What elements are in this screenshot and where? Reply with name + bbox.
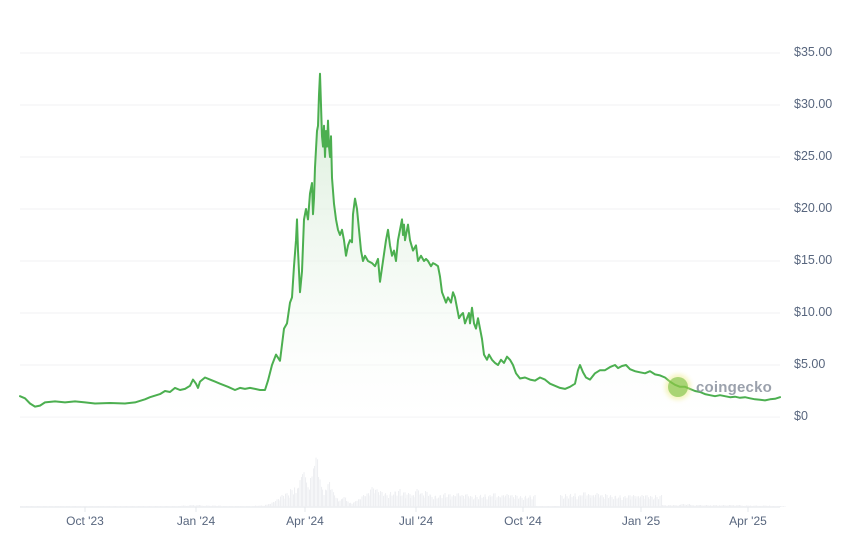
- x-tick-label: Oct '24: [504, 514, 542, 528]
- y-tick-label: $0: [794, 409, 808, 423]
- x-tick-label: Jan '25: [621, 514, 661, 528]
- watermark: coingecko: [668, 377, 772, 397]
- watermark-text: coingecko: [696, 378, 772, 396]
- price-line[interactable]: [19, 72, 781, 408]
- y-tick-label: $35.00: [794, 45, 833, 59]
- price-area-fill: [20, 73, 780, 418]
- x-tick-label: Jul '24: [398, 514, 434, 528]
- y-tick-label: $25.00: [794, 149, 833, 163]
- volume-bars: [20, 457, 786, 508]
- coingecko-logo-icon: [668, 377, 688, 397]
- y-tick-label: $20.00: [794, 201, 833, 215]
- y-tick-label: $15.00: [794, 253, 833, 267]
- y-tick-label: $5.00: [794, 357, 826, 371]
- x-tick-label: Jan '24: [176, 514, 216, 528]
- x-tick-label: Apr '24: [286, 514, 324, 528]
- y-tick-label: $10.00: [794, 305, 833, 319]
- y-tick-label: $30.00: [794, 97, 833, 111]
- x-tick-marks: [84, 507, 749, 512]
- x-tick-label: Oct '23: [66, 514, 104, 528]
- x-tick-label: Apr '25: [729, 514, 767, 528]
